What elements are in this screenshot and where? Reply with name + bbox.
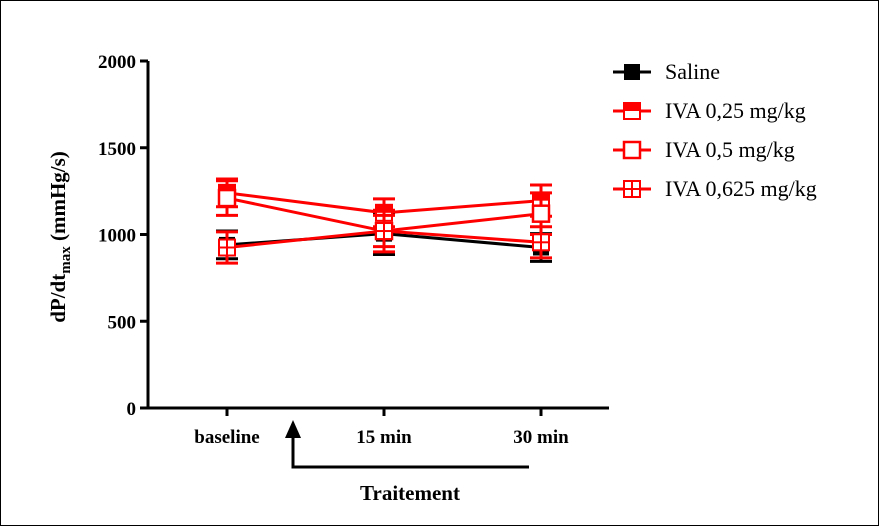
marker-square-open xyxy=(622,140,642,160)
data-point xyxy=(218,238,236,257)
legend-entry-1: Saline xyxy=(613,59,720,84)
legend-label: IVA 0,5 mg/kg xyxy=(665,137,795,162)
legend-entry-3: IVA 0,5 mg/kg xyxy=(613,137,795,162)
y-axis-title-main: dP/dt xyxy=(46,274,70,323)
y-tick-label: 500 xyxy=(108,312,137,333)
y-axis-title: dP/dtmax (mmHg/s) xyxy=(46,151,74,323)
y-tick-label: 1000 xyxy=(98,226,136,247)
x-tick-label: baseline xyxy=(194,427,259,448)
y-axis-title-units: (mmHg/s) xyxy=(46,151,70,246)
marker-square-filled xyxy=(624,64,640,80)
arrow-line xyxy=(291,436,529,469)
legend-label: Saline xyxy=(665,59,720,84)
arrow-head xyxy=(285,420,301,438)
legend-label: IVA 0,625 mg/kg xyxy=(665,176,817,201)
y-tick-label: 0 xyxy=(127,399,137,420)
treatment-label: Traitement xyxy=(360,481,460,505)
x-tick-label: 30 min xyxy=(513,427,569,448)
legend-entry-4: IVA 0,625 mg/kg xyxy=(613,176,817,201)
marker-square-open xyxy=(531,204,551,223)
y-ticks: 0 500 1000 1500 2000 xyxy=(98,52,148,420)
legend-label: IVA 0,25 mg/kg xyxy=(665,98,806,123)
data-point xyxy=(375,222,393,241)
legend: Saline IVA 0,25 mg/kg IVA 0,5 mg/kg IVA 0,6… xyxy=(613,59,817,201)
treatment-arrow xyxy=(285,420,529,469)
data-point xyxy=(217,188,237,208)
series-layer xyxy=(216,177,552,265)
series-4 xyxy=(216,208,552,265)
marker-square-half-fill xyxy=(624,103,640,111)
marker-square-open xyxy=(217,188,237,208)
legend-entry-2: IVA 0,25 mg/kg xyxy=(613,98,806,123)
y-axis-title-sub: max xyxy=(58,246,74,274)
y-tick-label: 2000 xyxy=(98,52,136,73)
y-tick-label: 1500 xyxy=(98,139,136,160)
data-point xyxy=(531,204,551,223)
x-tick-label: 15 min xyxy=(356,427,412,448)
x-ticks: baseline 15 min 30 min xyxy=(194,408,569,448)
data-point xyxy=(532,233,550,252)
